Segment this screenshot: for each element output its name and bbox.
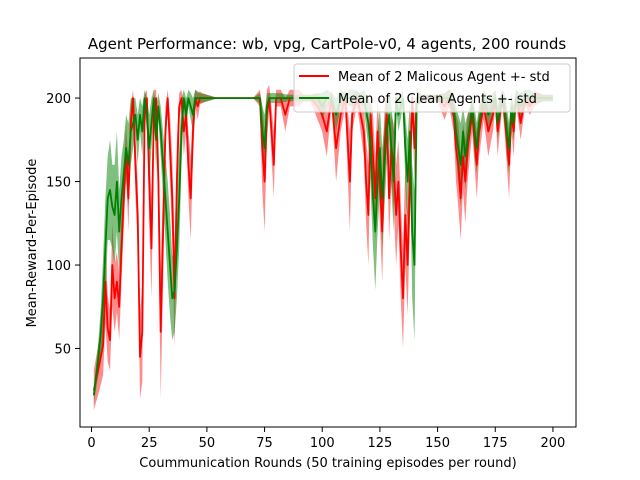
y-tick-label: 150 — [46, 176, 71, 191]
x-tick-label: 50 — [199, 436, 216, 451]
legend-label-malicious: Mean of 2 Malicous Agent +- std — [338, 70, 550, 85]
x-tick-label: 0 — [87, 436, 95, 451]
x-tick-label: 125 — [367, 436, 392, 451]
x-tick-label: 75 — [256, 436, 273, 451]
x-tick-label: 175 — [483, 436, 508, 451]
x-tick-label: 100 — [310, 436, 335, 451]
y-tick-label: 100 — [46, 259, 71, 274]
series-0-mean-line — [92, 97, 553, 391]
y-tick-label: 50 — [54, 343, 71, 358]
legend: Mean of 2 Malicous Agent +- std Mean of … — [293, 63, 571, 113]
y-tick-label: 200 — [46, 92, 71, 107]
x-axis-title: Coummunication Rounds (50 training episo… — [139, 456, 516, 471]
y-axis-title: Mean-Reward-Per-Episode — [25, 159, 40, 328]
x-tick-label: 25 — [141, 436, 158, 451]
x-tick-label: 150 — [425, 436, 450, 451]
chart-title: Agent Performance: wb, vpg, CartPole-v0,… — [88, 35, 567, 53]
legend-label-clean: Mean of 2 Clean Agents +- std — [338, 92, 537, 107]
legend-box — [293, 63, 571, 113]
ticks-layer: 0 25 50 75 100 125 150 175 200 50 100 150 200 — [46, 92, 565, 451]
plot-frame — [79, 57, 577, 428]
x-tick-label: 200 — [541, 436, 566, 451]
